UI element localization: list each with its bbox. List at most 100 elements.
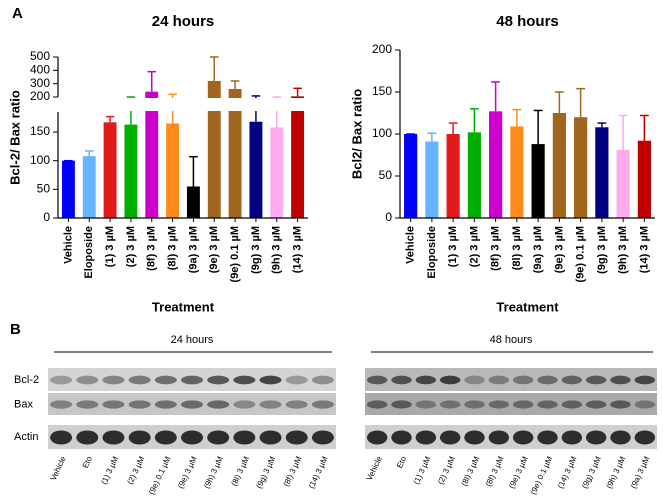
x-tick-label: (9e) 0.1 µM bbox=[229, 226, 241, 282]
x-tick-label: Eloposide bbox=[426, 226, 438, 279]
x-tick-label: (8f) 3 µM bbox=[146, 226, 158, 271]
blot-band bbox=[366, 375, 388, 385]
x-tick-label: (9a) 3 µM bbox=[187, 226, 199, 273]
blot-band bbox=[259, 400, 282, 409]
blot-lane-label: (14) 3 µM bbox=[556, 455, 579, 490]
blot-band bbox=[391, 430, 412, 445]
blot-band bbox=[415, 375, 437, 385]
x-tick-label: (14) 3 µM bbox=[638, 226, 650, 273]
blot-strip bbox=[365, 425, 657, 449]
blot-band bbox=[50, 375, 73, 385]
blot-band bbox=[285, 400, 308, 409]
blot-lane-label: (9g) 3 µM bbox=[255, 455, 278, 490]
y-axis-label: Bcl-2/ Bax ratio bbox=[7, 90, 22, 185]
blot-band bbox=[76, 400, 99, 409]
blot-row-label: Actin bbox=[14, 431, 38, 443]
blot-band bbox=[154, 400, 177, 409]
blot-band bbox=[512, 400, 534, 409]
bar bbox=[145, 91, 159, 218]
blot-lane-label: (8l) 3 µM bbox=[460, 455, 482, 488]
blot-band bbox=[488, 375, 510, 385]
y-tick-label: 100 bbox=[372, 126, 392, 140]
blot-band bbox=[561, 430, 583, 445]
bar bbox=[228, 89, 242, 218]
blot-band bbox=[439, 375, 461, 385]
bar bbox=[291, 96, 305, 218]
chart-title: 24 hours bbox=[152, 13, 215, 30]
blot-band bbox=[439, 400, 461, 409]
blot-band bbox=[537, 430, 558, 445]
blot-lane-label: (9g) 3 µM bbox=[580, 455, 603, 490]
bar bbox=[574, 117, 588, 218]
blot-lane-label: Vehicle bbox=[365, 454, 384, 482]
blot-band bbox=[207, 375, 230, 385]
y-tick-label: 50 bbox=[37, 182, 51, 196]
blot-band bbox=[415, 400, 437, 409]
blot-lane-label: (8l) 3 µM bbox=[230, 455, 252, 488]
bar bbox=[61, 160, 75, 218]
y-tick-label: 400 bbox=[30, 63, 50, 77]
chart-title: 48 hours bbox=[496, 13, 559, 30]
blot-band bbox=[128, 400, 151, 409]
blot-band bbox=[181, 400, 203, 409]
blot-band bbox=[634, 430, 656, 445]
blot-band bbox=[464, 400, 485, 409]
y-tick-label: 0 bbox=[385, 210, 392, 224]
blot-band bbox=[488, 400, 510, 409]
blot-band bbox=[634, 400, 656, 409]
bar bbox=[637, 140, 651, 218]
blot-lane-label: (9a) 3 µM bbox=[629, 455, 652, 490]
blot-band bbox=[50, 400, 73, 409]
blot-lane-label: (9h) 3 µM bbox=[605, 455, 628, 490]
bar bbox=[467, 132, 481, 218]
bar bbox=[425, 141, 439, 218]
blot-band bbox=[391, 375, 412, 385]
x-tick-label: Vehicle bbox=[62, 226, 74, 264]
bar bbox=[270, 127, 284, 218]
blot-band bbox=[128, 375, 151, 385]
blot-band bbox=[233, 400, 256, 409]
blot-band bbox=[233, 430, 256, 445]
y-tick-label: 300 bbox=[30, 76, 50, 90]
blot-band bbox=[464, 430, 485, 445]
bar bbox=[166, 123, 180, 218]
blot-band bbox=[154, 430, 177, 445]
blot-band bbox=[537, 375, 558, 385]
bar bbox=[103, 122, 117, 218]
bar bbox=[82, 156, 96, 218]
y-tick-label: 200 bbox=[30, 89, 50, 103]
blot-band bbox=[512, 430, 534, 445]
blot-lane-label: Eto bbox=[395, 454, 408, 469]
x-tick-label: (8l) 3 µM bbox=[511, 226, 523, 270]
blot-band bbox=[181, 375, 203, 385]
bar bbox=[446, 134, 460, 218]
x-tick-label: (9g) 3 µM bbox=[596, 226, 608, 274]
y-tick-label: 150 bbox=[372, 84, 392, 98]
x-axis-label: Treatment bbox=[152, 299, 215, 314]
blot-lane-label: (9e) 0.1 µM bbox=[147, 455, 173, 496]
y-tick-label: 500 bbox=[30, 49, 50, 63]
blot-band bbox=[285, 375, 308, 385]
blot-band bbox=[128, 430, 151, 445]
blot-lane-label: (9e) 0.1 µM bbox=[529, 455, 555, 496]
blot-band bbox=[585, 400, 607, 409]
blot-band bbox=[102, 375, 125, 385]
blot-band bbox=[285, 430, 308, 445]
bar bbox=[124, 124, 138, 218]
blot-band bbox=[585, 430, 607, 445]
blot-row-label: Bcl-2 bbox=[14, 374, 39, 386]
x-tick-label: (2) 3 µM bbox=[468, 226, 480, 267]
bar bbox=[404, 134, 418, 218]
blot-band bbox=[634, 375, 656, 385]
x-tick-label: (1) 3 µM bbox=[104, 226, 116, 267]
blot-band bbox=[311, 430, 334, 445]
blot-band bbox=[610, 400, 631, 409]
x-tick-label: (9h) 3 µM bbox=[617, 226, 629, 274]
blot-lane-label: (9e) 3 µM bbox=[507, 455, 530, 490]
blot-band bbox=[76, 375, 99, 385]
x-tick-label: (8f) 3 µM bbox=[490, 226, 502, 271]
blot-band bbox=[207, 400, 230, 409]
bar bbox=[207, 81, 221, 218]
blot-lane-label: Eto bbox=[81, 454, 94, 469]
